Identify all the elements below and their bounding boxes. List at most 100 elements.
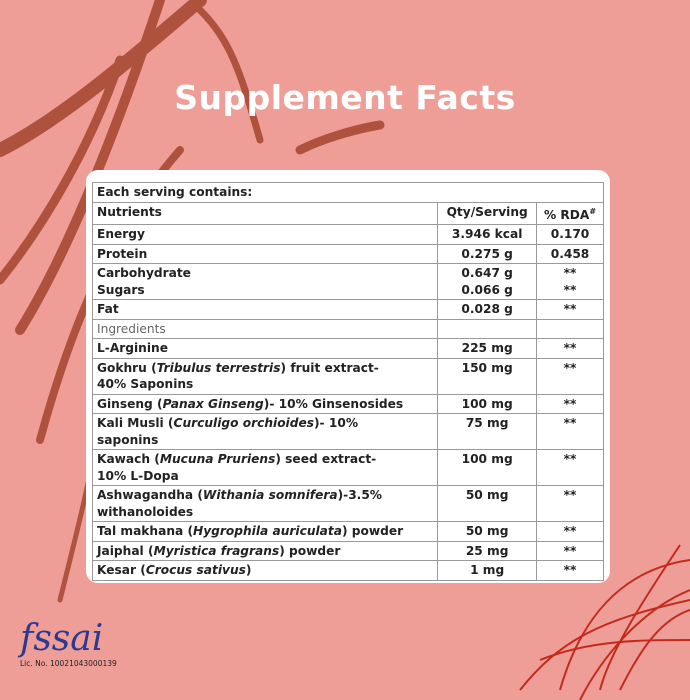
qty-cell: 225 mg	[437, 338, 538, 359]
name-cell: Fat	[91, 299, 439, 320]
qty-cell: 0.028 g	[437, 299, 538, 320]
logo-text: fssai	[20, 618, 104, 659]
name-line: withanoloides	[97, 504, 433, 521]
caption-row: Each serving contains:	[92, 182, 604, 203]
rda: **	[563, 341, 577, 356]
name-line: Kawach (Mucuna Pruriens) seed extract-	[97, 451, 433, 468]
qty-cell: 0.275 g	[437, 243, 538, 265]
facts-table: Each serving contains: Nutrients Qty/Ser…	[91, 182, 604, 581]
table-row: Ginseng (Panax Ginseng)- 10% Ginsenoside…	[91, 393, 604, 415]
rda: **	[563, 360, 577, 375]
rda: **	[563, 282, 577, 297]
qty: 75 mg	[465, 416, 509, 431]
rda-cell: **	[536, 393, 604, 415]
logo: fssai Lic. No. 10021043000139	[20, 618, 117, 668]
rda: **	[563, 524, 577, 539]
rda: **	[563, 396, 577, 411]
table-row: Fat 0.028 g **	[91, 299, 604, 320]
name-cell: Tal makhana (Hygrophila auriculata) powd…	[91, 521, 439, 542]
rda-cell: **	[536, 299, 604, 320]
name-text: Fat	[97, 302, 119, 317]
qty-cell: 3.946 kcal	[437, 224, 538, 245]
name-line: Sugars	[97, 282, 433, 299]
qty-cell: 50 mg	[437, 485, 538, 523]
qty: 50 mg	[465, 488, 509, 503]
title: Supplement Facts	[174, 78, 516, 117]
license: Lic. No. 10021043000139	[20, 659, 117, 668]
name-line: Carbohydrate	[97, 265, 433, 282]
name-text: Tal makhana (	[97, 524, 194, 539]
header-mark: #	[589, 206, 597, 216]
name-text: withanoloides	[97, 504, 194, 519]
table-row: L-Arginine 225 mg **	[91, 338, 604, 359]
name-line: Protein	[97, 246, 433, 263]
header-cell: Qty/Serving	[437, 201, 538, 226]
name-cell: L-Arginine	[91, 338, 439, 359]
qty-cell: 25 mg	[437, 540, 538, 562]
rda: **	[563, 452, 577, 467]
rda: **	[563, 488, 577, 503]
facts-card: Each serving contains: Nutrients Qty/Ser…	[86, 170, 610, 583]
table-row: Jaiphal (Myristica fragrans) powder 25 mg…	[91, 540, 604, 562]
name-line: Gokhru (Tribulus terrestris) fruit extra…	[97, 360, 433, 377]
table-row: Ingredients	[91, 318, 604, 340]
name-cell: Ingredients	[91, 318, 439, 340]
qty: 225 mg	[461, 341, 513, 356]
name-text: Tribulus terrestris	[156, 360, 281, 375]
name-text: 40% Saponins	[97, 377, 194, 392]
name-cell: Kali Musli (Curculigo orchioides)- 10% sa…	[91, 413, 439, 451]
name-text: 10% L-Dopa	[97, 468, 179, 483]
name-text: Gokhru (	[97, 360, 157, 375]
header-cell: % RDA#	[536, 201, 604, 226]
name-cell: Kawach (Mucuna Pruriens) seed extract- 10…	[91, 449, 439, 487]
name-line: Ginseng (Panax Ginseng)- 10% Ginsenoside…	[97, 396, 433, 413]
name-line: saponins	[97, 432, 433, 449]
name-cell: Ginseng (Panax Ginseng)- 10% Ginsenoside…	[91, 393, 439, 415]
header-cell: Nutrients	[91, 201, 439, 226]
name-line: Jaiphal (Myristica fragrans) powder	[97, 543, 433, 560]
rda: **	[563, 543, 577, 558]
name-text: Ginseng (	[97, 396, 163, 411]
name-line: Ingredients	[97, 321, 433, 338]
name-text: Curculigo orchioides	[173, 416, 314, 431]
name-text: Jaiphal (	[97, 543, 154, 558]
qty-cell: 100 mg	[437, 449, 538, 487]
rda-cell: **	[536, 521, 604, 542]
qty-cell: 75 mg	[437, 413, 538, 451]
qty: 0.028 g	[461, 302, 513, 317]
qty: 100 mg	[461, 396, 513, 411]
rda: **	[563, 416, 577, 431]
name-cell: Kesar (Crocus sativus)	[91, 560, 439, 581]
name-line: Kesar (Crocus sativus)	[97, 562, 433, 579]
name-cell: Ashwagandha (Withania somnifera)-3.5% wit…	[91, 485, 439, 523]
name-cell: Jaiphal (Myristica fragrans) powder	[91, 540, 439, 562]
rda-cell: ** **	[536, 263, 604, 301]
qty: 150 mg	[461, 360, 513, 375]
name-text: Myristica fragrans	[153, 543, 280, 558]
name-line: L-Arginine	[97, 340, 433, 357]
name-text: Ingredients	[97, 321, 166, 336]
name-text: Protein	[97, 246, 148, 261]
name-text: Kawach (	[97, 452, 160, 467]
name-cell: Carbohydrate Sugars	[91, 263, 439, 301]
name-text: Kali Musli (	[97, 416, 174, 431]
rda-cell: 0.458	[536, 243, 604, 265]
name-text: Hygrophila auriculata	[193, 524, 342, 539]
name-cell: Energy	[91, 224, 439, 245]
name-text: Withania somnifera	[202, 488, 338, 503]
name-text: saponins	[97, 432, 159, 447]
rda: **	[563, 563, 577, 578]
name-text: )- 10%	[313, 416, 359, 431]
name-line: 10% L-Dopa	[97, 468, 433, 485]
name-line: Ashwagandha (Withania somnifera)-3.5%	[97, 487, 433, 504]
name-text: Panax Ginseng	[162, 396, 264, 411]
table-row: Carbohydrate Sugars 0.647 g 0.066 g ** **	[91, 263, 604, 301]
rda-cell	[536, 318, 604, 340]
rda: **	[563, 266, 577, 281]
name-text: ) seed extract-	[275, 452, 377, 467]
name-cell: Gokhru (Tribulus terrestris) fruit extra…	[91, 357, 439, 395]
name-line: Kali Musli (Curculigo orchioides)- 10%	[97, 415, 433, 432]
name-line: Fat	[97, 301, 433, 318]
rda-cell: **	[536, 560, 604, 581]
